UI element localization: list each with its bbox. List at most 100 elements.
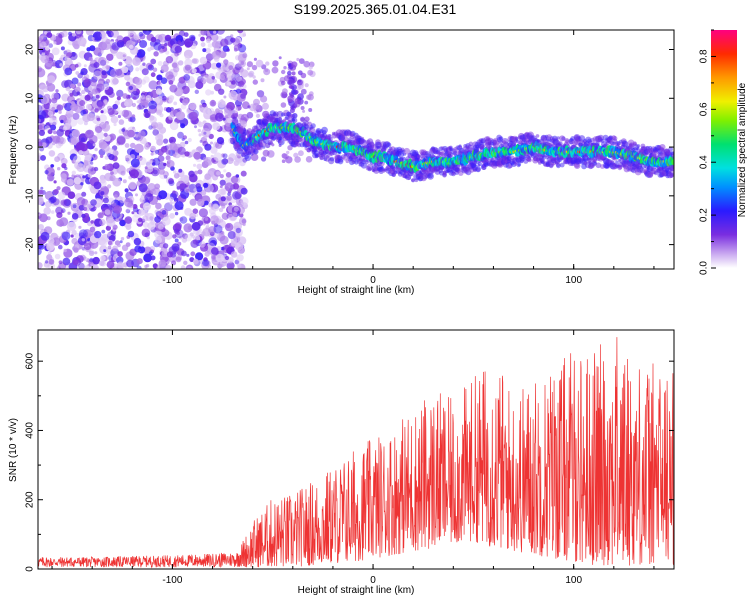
spectrogram-noise-cell — [202, 48, 207, 53]
spectrogram-noise-cell — [224, 222, 234, 232]
spectrogram-noise-cell — [215, 108, 220, 113]
spectrogram-noise-cell — [227, 231, 236, 239]
spectrogram-noise-cell — [46, 32, 53, 38]
spectrogram-noise-cell — [173, 170, 177, 174]
spectrogram-noise-cell — [112, 103, 118, 110]
spectrogram-noise-cell — [213, 224, 223, 234]
spectrogram-noise-cell — [207, 34, 211, 38]
spectrogram-noise-cell — [139, 137, 147, 145]
snr-x-tick-label: 100 — [565, 575, 582, 586]
spectrogram-noise-cell — [154, 236, 162, 244]
spectrogram-noise-cell — [129, 46, 139, 55]
spectrogram-noise-cell — [211, 76, 216, 80]
spectrogram-noise-cell — [251, 64, 258, 71]
spectrogram-noise-cell — [73, 247, 79, 253]
spectrogram-noise-cell — [260, 95, 268, 103]
spectrogram-noise-cell — [183, 32, 189, 37]
spectrogram-noise-cell — [253, 57, 257, 61]
spectrogram-noise-cell — [85, 104, 92, 111]
spectrogram-noise-cell — [200, 42, 206, 47]
spectrogram-noise-cell — [94, 230, 102, 239]
spectrogram-noise-cell — [112, 245, 118, 252]
spectrogram-noise-cell — [38, 247, 42, 256]
spectrogram-noise-cell — [78, 150, 84, 156]
spectrogram-noise-cell — [228, 90, 238, 100]
spectrogram-noise-cell — [237, 236, 247, 246]
spectrogram-track-cell — [556, 136, 560, 140]
spectrogram-noise-cell — [124, 198, 134, 208]
spectrogram-noise-cell — [59, 63, 63, 67]
spectrogram-noise-cell — [92, 31, 103, 41]
spectrogram-noise-cell — [169, 213, 175, 219]
spectrogram-noise-cell — [232, 212, 238, 218]
spectrogram-noise-cell — [81, 177, 86, 182]
spectrogram-track-cell — [503, 141, 509, 147]
spectrogram-noise-cell — [110, 50, 118, 57]
spectrogram-noise-cell — [66, 178, 74, 186]
spectrogram-noise-cell — [102, 41, 111, 50]
spectrogram-track-cell — [568, 140, 573, 145]
spectrogram-noise-cell — [110, 171, 114, 176]
spectrogram-noise-cell — [249, 103, 257, 112]
spectrogram-noise-cell — [248, 70, 255, 77]
spectrogram-noise-cell — [105, 225, 111, 231]
spectrogram-noise-cell — [83, 242, 92, 251]
spectrogram-noise-cell — [173, 101, 178, 106]
spectrogram-noise-cell — [166, 230, 170, 235]
spectrogram-noise-cell — [104, 155, 109, 160]
spectrogram-track-cell — [244, 154, 252, 162]
spectrogram-noise-cell — [126, 259, 134, 268]
spectrogram-noise-cell — [144, 166, 148, 170]
spectrogram-noise-cell — [260, 78, 265, 83]
spectrogram-noise-cell — [179, 217, 184, 222]
spectrogram-noise-cell — [47, 110, 54, 117]
spectrogram-noise-cell — [303, 60, 311, 68]
spectrogram-noise-cell — [153, 42, 162, 51]
spectrogram-noise-cell — [90, 161, 94, 165]
spectrogram-noise-cell — [144, 143, 150, 150]
spectrogram-track-cell — [416, 154, 422, 159]
spectrogram-noise-cell — [230, 34, 234, 38]
spectrogram-track-cell — [448, 145, 453, 150]
spectrogram-noise-cell — [116, 96, 121, 101]
spectrogram-noise-cell — [75, 30, 82, 35]
spectrogram-noise-cell — [137, 130, 146, 139]
spectrogram-track-cell — [564, 138, 570, 144]
spectrogram-noise-cell — [154, 230, 162, 239]
spectrogram-noise-cell — [255, 113, 260, 118]
spectrogram-noise-cell — [60, 157, 68, 165]
spectrogram-noise-cell — [187, 137, 192, 143]
spectrogram-noise-cell — [236, 263, 242, 269]
spectrogram-noise-cell — [71, 170, 77, 175]
spectrogram-noise-cell — [168, 114, 175, 121]
spectrogram-noise-cell — [116, 136, 126, 146]
spectrogram-noise-cell — [234, 36, 242, 44]
spectrogram-noise-cell — [134, 143, 144, 153]
spectrogram-noise-cell — [63, 248, 67, 253]
spectrogram-noise-cell — [204, 251, 210, 257]
spectrogram-noise-cell — [179, 216, 188, 224]
spectrogram-noise-cell — [45, 167, 55, 177]
spectrogram-track-cell — [237, 125, 244, 131]
spectrogram-noise-cell — [307, 69, 314, 76]
spectrogram-noise-cell — [172, 153, 177, 157]
spectrogram-noise-cell — [78, 204, 85, 211]
spectrogram-noise-cell — [57, 191, 66, 200]
spectrogram-noise-cell — [163, 174, 168, 179]
spectrogram-noise-cell — [99, 121, 107, 130]
spectrogram-noise-cell — [128, 181, 137, 190]
spectrogram-track-cell — [608, 135, 613, 140]
spectrogram-track-cell — [414, 178, 419, 183]
spectrogram-noise-cell — [107, 240, 113, 246]
spectrogram-noise-cell — [96, 131, 105, 140]
spectrogram-noise-cell — [155, 202, 162, 210]
spectrogram-noise-cell — [162, 216, 171, 226]
spectrogram-noise-cell — [205, 47, 211, 54]
snr-y-axis-label: SNR (10 * v/v) — [8, 418, 19, 482]
spectrogram-noise-cell — [283, 66, 287, 70]
spectrogram-track-cell — [289, 85, 293, 89]
spectrogram-noise-cell — [200, 30, 207, 36]
spectrogram-noise-cell — [40, 186, 44, 190]
spectrogram-track-cell — [291, 61, 298, 68]
spectrogram-noise-cell — [94, 46, 104, 56]
